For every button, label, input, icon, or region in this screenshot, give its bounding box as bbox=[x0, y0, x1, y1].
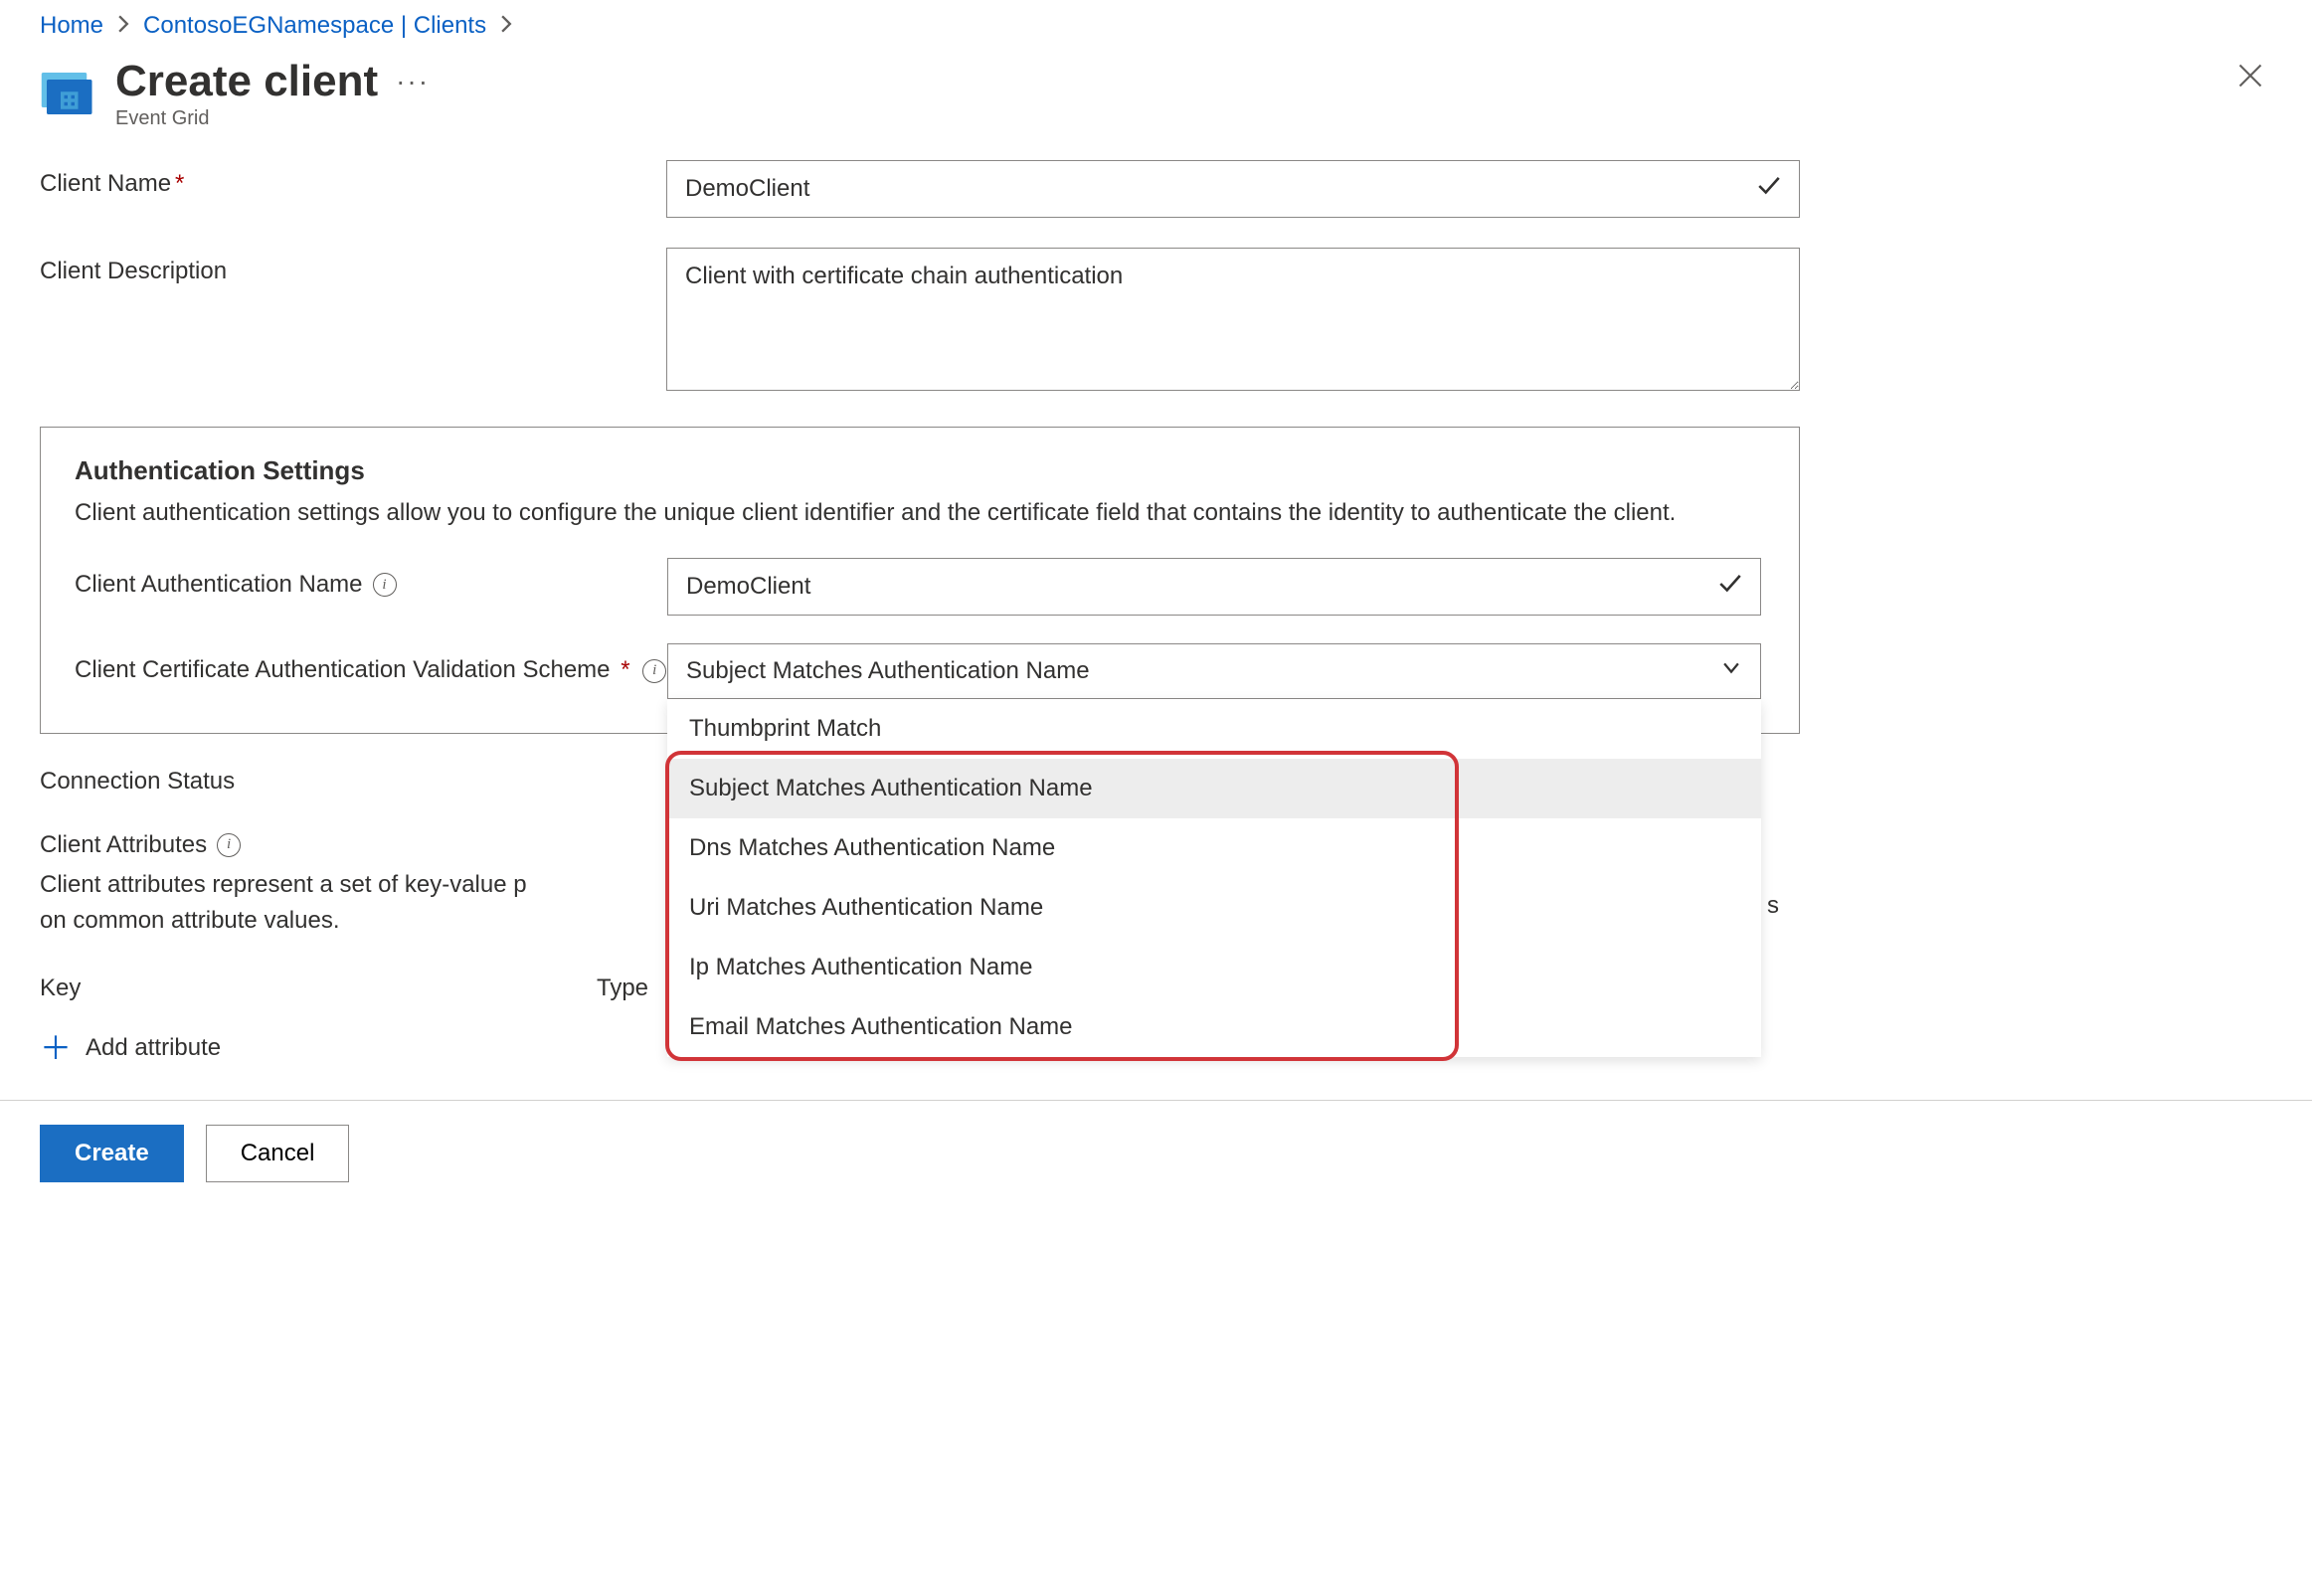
breadcrumb-home[interactable]: Home bbox=[40, 12, 103, 40]
attr-type-header: Type bbox=[597, 975, 648, 1002]
validation-scheme-label: Client Certificate Authentication Valida… bbox=[75, 643, 667, 688]
chevron-right-icon bbox=[111, 15, 135, 38]
client-name-label: Client Name* bbox=[40, 160, 666, 198]
footer-bar: Create Cancel bbox=[0, 1100, 2312, 1206]
plus-icon: ＋ bbox=[40, 1032, 72, 1064]
client-description-input[interactable]: Client with certificate chain authentica… bbox=[666, 248, 1800, 391]
client-description-label: Client Description bbox=[40, 248, 666, 285]
page-subtitle: Event Grid bbox=[115, 107, 430, 130]
validation-scheme-select[interactable]: Subject Matches Authentication Name bbox=[667, 643, 1761, 699]
info-icon[interactable]: i bbox=[642, 659, 666, 683]
validation-scheme-option[interactable]: Dns Matches Authentication Name bbox=[667, 818, 1761, 878]
auth-section-title: Authentication Settings bbox=[75, 455, 1765, 486]
breadcrumb-namespace[interactable]: ContosoEGNamespace | Clients bbox=[143, 12, 486, 40]
chevron-right-icon bbox=[494, 15, 518, 38]
truncated-text-fragment: s bbox=[1767, 892, 1779, 920]
close-button[interactable] bbox=[2228, 58, 2272, 101]
more-menu-button[interactable]: ··· bbox=[378, 66, 430, 97]
validation-scheme-option[interactable]: Uri Matches Authentication Name bbox=[667, 878, 1761, 938]
chevron-down-icon bbox=[1720, 656, 1742, 685]
validation-scheme-option[interactable]: Email Matches Authentication Name bbox=[667, 997, 1761, 1057]
info-icon[interactable]: i bbox=[217, 833, 241, 857]
page-title: Create client bbox=[115, 58, 378, 105]
client-auth-name-input[interactable] bbox=[667, 558, 1761, 616]
cancel-button[interactable]: Cancel bbox=[206, 1125, 350, 1182]
client-name-input[interactable] bbox=[666, 160, 1800, 218]
validation-scheme-option[interactable]: Ip Matches Authentication Name bbox=[667, 938, 1761, 997]
resource-icon bbox=[40, 66, 95, 121]
validation-scheme-option[interactable]: Thumbprint Match bbox=[667, 699, 1761, 759]
connection-status-label: Connection Status bbox=[40, 768, 666, 796]
validation-scheme-dropdown: Thumbprint MatchSubject Matches Authenti… bbox=[667, 699, 1761, 1057]
info-icon[interactable]: i bbox=[373, 573, 397, 597]
attr-key-header: Key bbox=[40, 975, 597, 1002]
auth-section-description: Client authentication settings allow you… bbox=[75, 496, 1715, 530]
breadcrumb: Home ContosoEGNamespace | Clients bbox=[40, 8, 2272, 58]
create-button[interactable]: Create bbox=[40, 1125, 184, 1182]
validation-scheme-value: Subject Matches Authentication Name bbox=[686, 657, 1090, 685]
authentication-settings-section: Authentication Settings Client authentic… bbox=[40, 427, 1800, 734]
client-auth-name-label: Client Authentication Name i bbox=[75, 558, 667, 603]
validation-scheme-option[interactable]: Subject Matches Authentication Name bbox=[667, 759, 1761, 818]
